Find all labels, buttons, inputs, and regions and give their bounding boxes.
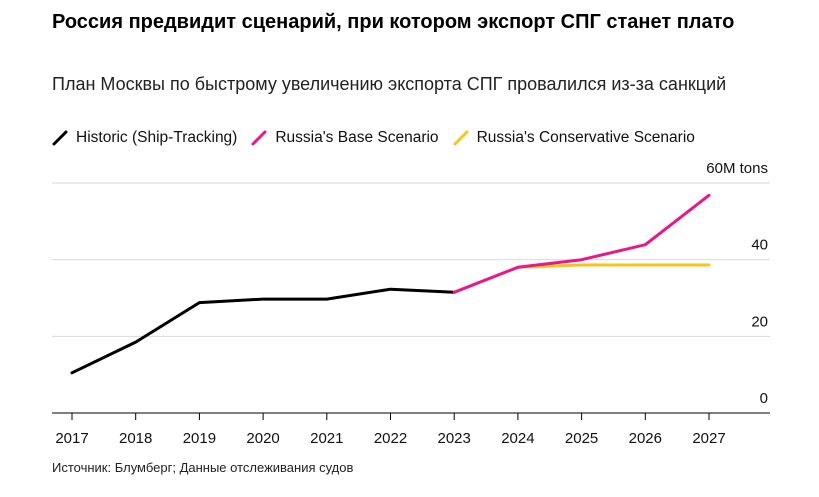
y-tick-label-40: 40 (751, 237, 768, 254)
x-tick-label-2020: 2020 (246, 430, 279, 447)
legend-item-historic: Historic (Ship-Tracking) (52, 129, 237, 147)
chart-subtitle: План Москвы по быстрому увеличению экспо… (52, 74, 727, 94)
legend-item-base-scenario: Russia's Base Scenario (251, 129, 439, 147)
legend-item-conservative-scenario: Russia's Conservative Scenario (453, 129, 695, 147)
x-tick-label-2026: 2026 (629, 430, 662, 447)
y-tick-label-20: 20 (751, 313, 768, 330)
legend-swatch-conservative-scenario (453, 130, 469, 146)
y-tick-label-60: 60M tons (706, 160, 768, 177)
chart-title: Россия предвидит сценарий, при котором э… (52, 11, 735, 33)
x-tick-label-2019: 2019 (183, 430, 216, 447)
legend-label-historic: Historic (Ship-Tracking) (76, 129, 238, 146)
x-tick-label-2018: 2018 (119, 430, 152, 447)
legend-label-base-scenario: Russia's Base Scenario (275, 129, 439, 146)
series-line-russia-s-base-scenario (452, 193, 711, 294)
gridlines (52, 182, 770, 337)
legend-swatch-historic (52, 130, 68, 146)
x-tick-label-2021: 2021 (310, 430, 343, 447)
x-tick-label-2022: 2022 (374, 430, 407, 447)
x-tick-label-2017: 2017 (55, 430, 88, 447)
chart-legend: Historic (Ship-Tracking) Russia's Base S… (52, 126, 709, 150)
series-line-historic-ship-tracking (70, 287, 456, 375)
x-tick-label-2023: 2023 (438, 430, 471, 447)
x-tick-label-2024: 2024 (501, 430, 534, 447)
legend-label-conservative-scenario: Russia's Conservative Scenario (476, 129, 695, 146)
x-tick-label-2027: 2027 (692, 430, 725, 447)
source-note: Источник: Блумберг; Данные отслеживания … (52, 460, 354, 475)
series-line-russia-s-conservative-scenario (516, 263, 711, 269)
y-tick-label-0: 0 (760, 390, 768, 407)
series-lines (70, 193, 711, 375)
y-axis-labels: 0 20 40 60M tons (706, 160, 768, 407)
x-axis: 2017 2018 2019 2020 2021 2022 2023 2024 2025 2026… (52, 412, 770, 447)
legend-swatch-base-scenario (251, 130, 267, 146)
x-tick-label-2025: 2025 (565, 430, 598, 447)
